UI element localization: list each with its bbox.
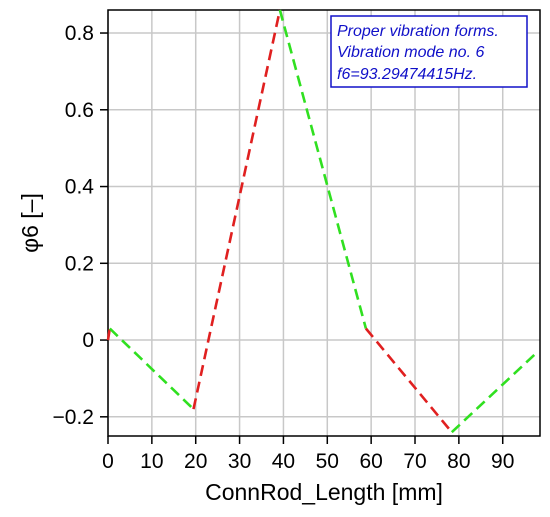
series-line-5 [364,327,453,434]
x-axis-title: ConnRod_Length [mm] [205,479,443,505]
series-line-3 [192,9,282,410]
y-tick-label: 0.6 [65,99,94,122]
annotation-line-2: Vibration mode no. 6 [337,44,484,61]
x-tick-label: 80 [447,450,470,473]
y-tick-label: 0.4 [65,176,95,199]
series-line-2 [108,327,195,411]
y-tick-label: 0 [82,329,94,352]
y-tick-label: −0.2 [53,406,94,429]
series-line-1 [106,328,112,341]
series-line-6 [450,350,539,434]
x-tick-label: 90 [491,450,514,473]
annotation-line-1: Proper vibration forms. [337,23,499,40]
x-tick-label: 50 [316,450,339,473]
axes: 0 10 20 30 40 50 60 70 80 90 −0.2 0 0.2 0.4 0.6 0.8 [53,22,515,473]
grid [107,10,540,436]
x-tick-label: 70 [403,450,426,473]
x-tick-label: 0 [102,450,114,473]
x-tick-label: 10 [140,450,163,473]
x-tick-label: 30 [228,450,251,473]
series-line-4 [278,9,368,329]
x-tick-label: 60 [359,450,382,473]
x-tick-label: 40 [272,450,295,473]
y-axis-title: φ6 [–] [17,193,43,253]
y-tick-label: 0.8 [65,22,94,45]
y-tick-label: 0.2 [65,252,94,275]
annotation-line-3: f6=93.29474415Hz. [337,66,477,83]
plot-frame [107,9,541,437]
x-tick-label: 20 [184,450,207,473]
annotation-frame [330,15,528,88]
annotation-box: Proper vibration forms. Vibration mode n… [330,15,528,88]
series-lines [106,9,539,434]
